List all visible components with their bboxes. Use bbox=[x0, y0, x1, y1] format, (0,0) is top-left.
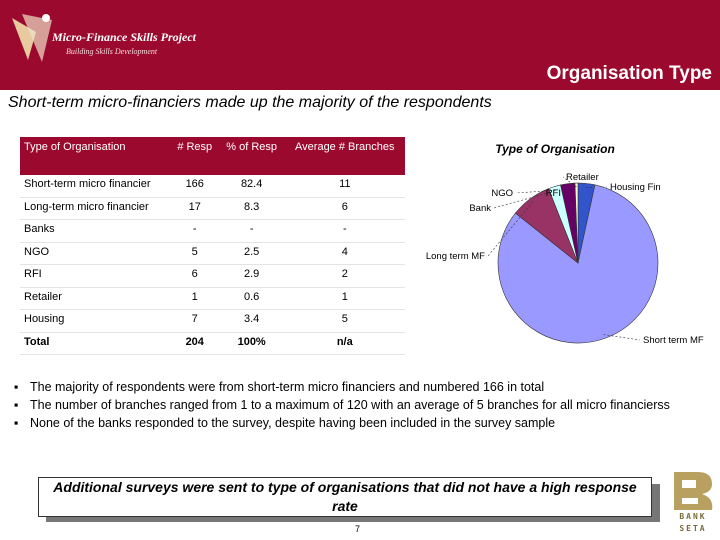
column-header: % of Resp bbox=[218, 137, 285, 175]
pie-label: Bank bbox=[469, 203, 491, 214]
table-cell: n/a bbox=[284, 332, 405, 355]
table-cell: 82.4 bbox=[218, 175, 285, 198]
pie-slice bbox=[574, 182, 579, 264]
table-row: Short-term micro financier 166 82.4 11 bbox=[20, 175, 405, 198]
table-cell: 100% bbox=[218, 332, 285, 355]
table-cell: 17 bbox=[170, 197, 219, 220]
pie-label: Short term MF bbox=[643, 335, 704, 346]
table-row: Long-term micro financier 17 8.3 6 bbox=[20, 197, 405, 220]
table-cell: - bbox=[170, 219, 219, 243]
pie-label: RFI bbox=[546, 188, 561, 199]
table-cell: 5 bbox=[284, 309, 405, 333]
table-cell: 7 bbox=[170, 309, 219, 333]
data-table: Type of Organisation # Resp% of Resp Avera… bbox=[20, 137, 405, 355]
table-row: RFI 6 2.9 2 bbox=[20, 264, 405, 288]
table-cell: NGO bbox=[20, 242, 171, 265]
column-header: Type of Organisation bbox=[20, 137, 171, 175]
bullet: The majority of respondents were from sh… bbox=[14, 378, 704, 396]
pie-title: Type of Organisation bbox=[495, 142, 615, 156]
leader-line bbox=[563, 187, 569, 194]
table-cell: 5 bbox=[170, 242, 219, 265]
table-cell: 1 bbox=[284, 287, 405, 310]
pie-label: Long term MF bbox=[426, 251, 485, 262]
slide-title: Organisation Type bbox=[546, 63, 712, 84]
table-cell: Housing bbox=[20, 309, 171, 333]
bullet-list: The majority of respondents were from sh… bbox=[14, 378, 704, 432]
table-cell: - bbox=[218, 219, 285, 243]
leader-line bbox=[493, 192, 551, 209]
column-header: Average # Branches bbox=[284, 137, 405, 175]
table-cell: 6 bbox=[284, 197, 405, 220]
leader-line bbox=[603, 334, 641, 341]
table-row: NGO 5 2.5 4 bbox=[20, 242, 405, 265]
table-cell: Total bbox=[20, 332, 171, 355]
table-cell: 8.3 bbox=[218, 197, 285, 220]
column-header: # Resp bbox=[170, 137, 219, 175]
table-cell: 2.5 bbox=[218, 242, 285, 265]
logo-title: Micro-Finance Skills Project bbox=[52, 30, 196, 44]
leader-line bbox=[562, 176, 577, 188]
table-row: Retailer 1 0.6 1 bbox=[20, 287, 405, 310]
table-row: Housing 7 3.4 5 bbox=[20, 309, 405, 333]
table-cell: 2 bbox=[284, 264, 405, 288]
table-cell: 3.4 bbox=[218, 309, 285, 333]
table-cell: 0.6 bbox=[218, 287, 285, 310]
table-cell: 2.9 bbox=[218, 264, 285, 288]
callout: Additional surveys were sent to type of … bbox=[38, 477, 652, 517]
table-row: Banks - - - bbox=[20, 219, 405, 243]
table-cell: 6 bbox=[170, 264, 219, 288]
leader-line bbox=[515, 190, 556, 194]
header-band bbox=[0, 0, 720, 90]
logo-subtitle: Building Skills Development bbox=[66, 47, 158, 56]
pie-label: Housing Fin bbox=[610, 182, 661, 193]
table-cell: 204 bbox=[170, 332, 219, 355]
pie-chart: Type of Organisation Housing Fin Short te… bbox=[426, 142, 704, 346]
logo bbox=[12, 14, 52, 62]
page-number: 7 bbox=[355, 524, 361, 534]
bullet: The number of branches ranged from 1 to … bbox=[14, 396, 704, 414]
table-cell: Banks bbox=[20, 219, 171, 243]
footer-logo bbox=[674, 472, 713, 510]
pie-label: NGO bbox=[491, 188, 513, 199]
table-cell: RFI bbox=[20, 264, 171, 288]
pie-slice bbox=[497, 184, 659, 344]
table-row: Total 204 100% n/a bbox=[20, 332, 405, 355]
table-cell: 1 bbox=[170, 287, 219, 310]
subtitle: Short-term micro-financiers made up the … bbox=[8, 94, 492, 111]
table-cell: 4 bbox=[284, 242, 405, 265]
table-cell: Long-term micro financier bbox=[20, 197, 171, 220]
footer-logo-text: BANK bbox=[679, 512, 707, 521]
pie-label: Retailer bbox=[566, 172, 599, 183]
table-cell: Short-term micro financier bbox=[20, 175, 171, 198]
footer-logo-text: SETA bbox=[679, 524, 707, 533]
table-cell: Retailer bbox=[20, 287, 171, 310]
table-cell: 11 bbox=[284, 175, 405, 198]
table-cell: - bbox=[284, 219, 405, 243]
bullet: None of the banks responded to the surve… bbox=[14, 414, 704, 432]
table-cell: 166 bbox=[170, 175, 219, 198]
